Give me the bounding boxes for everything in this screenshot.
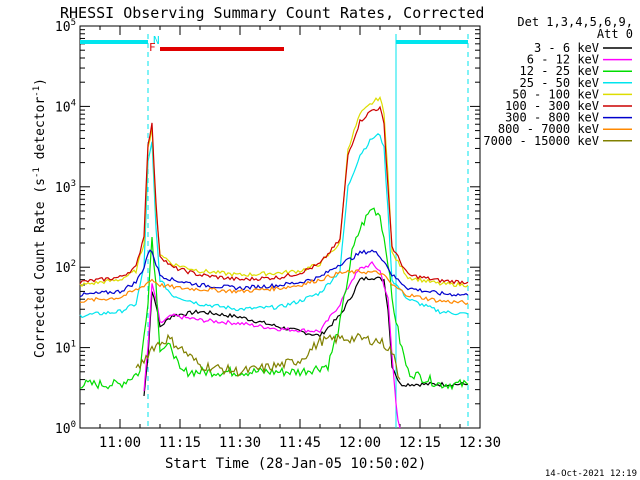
- x-tick-label: 11:45: [279, 435, 321, 451]
- time-markers: [80, 34, 469, 428]
- timestamp: 14-Oct-2021 12:19: [545, 469, 637, 479]
- night-bar: [396, 40, 468, 44]
- series-line: [79, 133, 469, 319]
- legend-label: 6 - 12 keV: [527, 53, 599, 67]
- x-tick-label: 12:00: [339, 435, 381, 451]
- x-tick-label: 12:15: [399, 435, 441, 451]
- night-marker-label: N: [153, 34, 160, 47]
- x-tick-label: 12:30: [459, 435, 501, 451]
- axis-ticks: [79, 25, 481, 429]
- y-tick-label: 102: [55, 259, 76, 276]
- legend-label: 100 - 300 keV: [505, 99, 599, 113]
- y-tick-exponent: 0: [71, 420, 76, 430]
- series-line: [79, 249, 469, 298]
- y-tick-base: 10: [55, 261, 71, 276]
- y-tick-exponent: 5: [71, 18, 76, 28]
- x-tick-label: 11:00: [99, 435, 141, 451]
- y-axis-label-sup2: -1: [32, 86, 42, 97]
- y-axis-label: Corrected Count Rate (s-1 detector-1): [32, 78, 48, 358]
- y-tick-label: 101: [55, 340, 76, 357]
- y-tick-base: 10: [55, 181, 71, 196]
- legend-label: 300 - 800 keV: [505, 111, 599, 125]
- chart-title: RHESSI Observing Summary Count Rates, Co…: [60, 4, 484, 22]
- y-tick-exponent: 2: [71, 259, 76, 269]
- y-tick-label: 100: [55, 420, 76, 437]
- series-line: [79, 207, 469, 391]
- legend-header-attenuator: Att 0: [597, 27, 633, 41]
- legend-label: 7000 - 15000 keV: [483, 134, 599, 148]
- y-tick-base: 10: [55, 20, 71, 35]
- legend-label: 25 - 50 keV: [520, 76, 599, 90]
- legend-label: 800 - 7000 keV: [498, 122, 599, 136]
- y-tick-exponent: 1: [71, 340, 76, 350]
- y-tick-base: 10: [55, 100, 71, 115]
- x-tick-labels: 11:00 11:15 11:30 11:45 12:00 12:15 12:30: [99, 435, 501, 451]
- series-line: [135, 332, 401, 380]
- y-axis-label-mid: detector: [33, 97, 48, 168]
- y-tick-exponent: 3: [71, 179, 76, 189]
- series-lines: [79, 95, 469, 429]
- legend-label: 12 - 25 keV: [520, 64, 599, 78]
- y-axis-label-end: ): [33, 78, 48, 86]
- y-axis-label-main: Corrected Count Rate (s: [33, 178, 48, 358]
- y-tick-base: 10: [55, 422, 71, 437]
- x-tick-label: 11:30: [219, 435, 261, 451]
- y-axis-label-sup1: -1: [32, 167, 42, 178]
- x-tick-label: 11:15: [159, 435, 201, 451]
- x-axis-label: Start Time (28-Jan-05 10:50:02): [165, 456, 426, 472]
- series-line: [79, 105, 469, 285]
- y-tick-exponent: 4: [71, 98, 76, 108]
- series-line: [79, 269, 469, 306]
- legend-label: 3 - 6 keV: [534, 41, 599, 55]
- flag-bar: [160, 47, 284, 51]
- y-tick-label: 103: [55, 179, 76, 196]
- series-line: [143, 276, 469, 397]
- series-line: [143, 261, 401, 429]
- flag-marker-label: F: [149, 41, 156, 54]
- y-tick-label: 105: [55, 18, 76, 35]
- legend-header-detectors: Det 1,3,4,5,6,9,: [517, 15, 633, 29]
- night-bar: [80, 40, 148, 44]
- y-tick-base: 10: [55, 342, 71, 357]
- legend-label: 50 - 100 keV: [512, 87, 599, 101]
- y-tick-label: 104: [55, 98, 76, 115]
- plot-area: N F: [79, 25, 481, 429]
